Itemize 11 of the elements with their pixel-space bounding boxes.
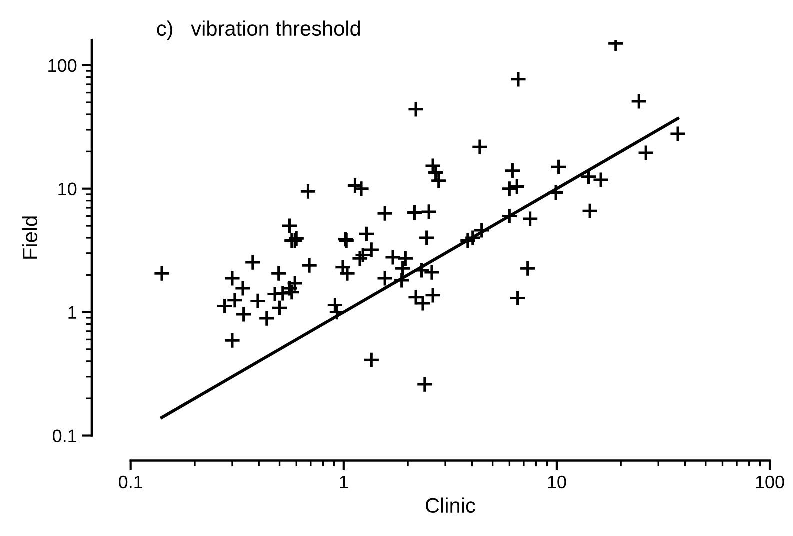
y-tick-label: 100 xyxy=(48,59,77,72)
y-tick-label: 10 xyxy=(58,182,77,196)
y-tick-label: 1 xyxy=(68,306,76,319)
y-tick-label: 0.1 xyxy=(52,430,76,442)
chart-title: c) vibration threshold xyxy=(157,20,360,40)
x-tick-label: 0.1 xyxy=(119,476,143,489)
x-tick-label: 1 xyxy=(340,476,348,488)
y-axis-title: Field xyxy=(22,216,38,259)
x-tick-label: 100 xyxy=(756,476,784,489)
x-axis-title: Clinic xyxy=(426,498,476,514)
x-tick-label: 10 xyxy=(548,476,566,489)
